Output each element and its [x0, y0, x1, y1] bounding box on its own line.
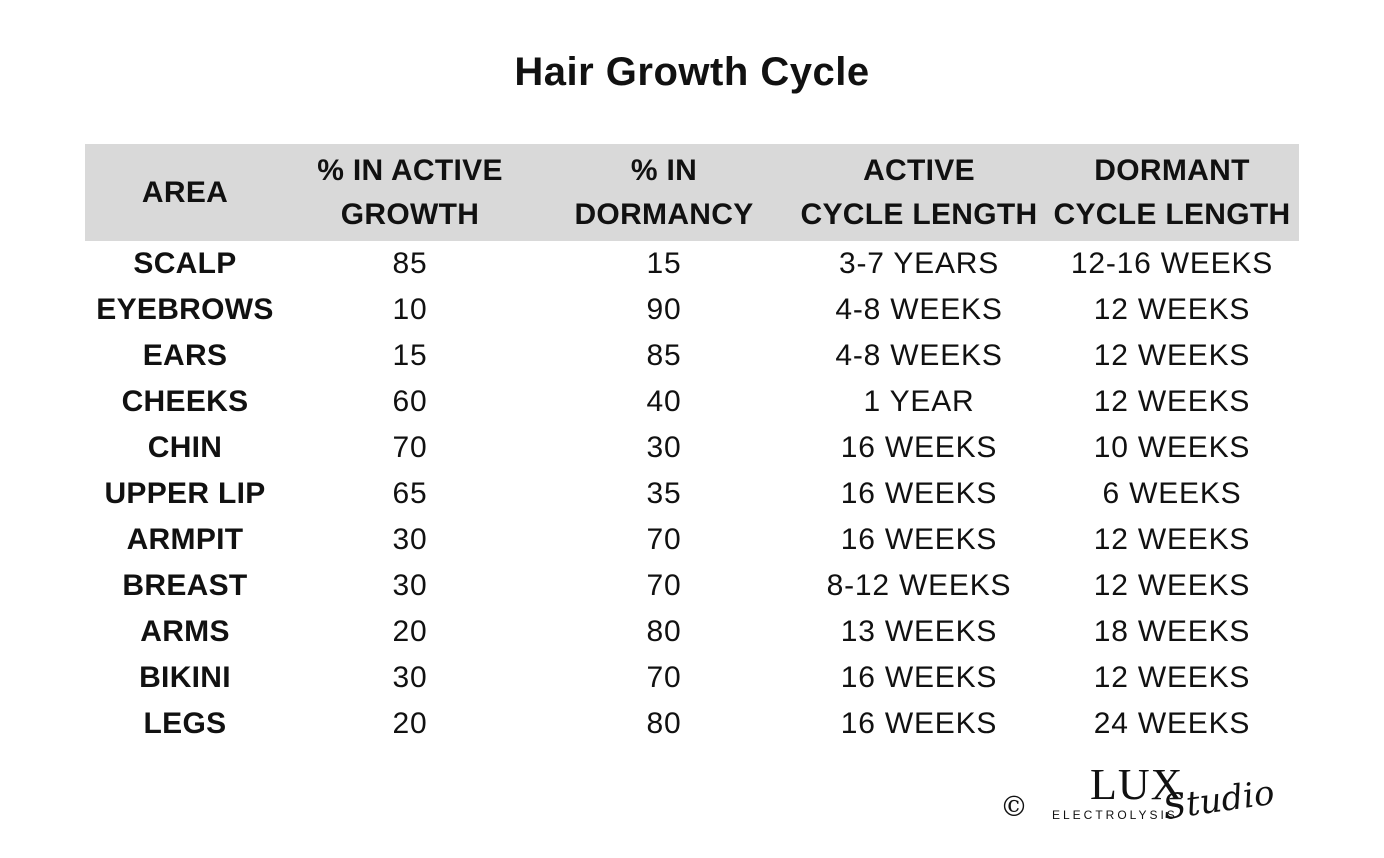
cell-area: LEGS [85, 701, 285, 747]
cell-active-percent: 65 [285, 471, 535, 517]
cell-active-percent: 20 [285, 701, 535, 747]
cell-area: BREAST [85, 563, 285, 609]
cell-area: ARMPIT [85, 517, 285, 563]
column-header-line: % IN ACTIVE [285, 149, 535, 193]
cell-area: BIKINI [85, 655, 285, 701]
cell-active-length: 8-12 WEEKS [793, 563, 1045, 609]
hair-growth-table-container: AREA % IN ACTIVE GROWTH % IN DORMANCY AC… [85, 144, 1299, 747]
cell-active-length: 16 WEEKS [793, 471, 1045, 517]
table-row: SCALP 85 15 3-7 YEARS 12-16 WEEKS [85, 241, 1299, 287]
table-row: CHEEKS 60 40 1 YEAR 12 WEEKS [85, 379, 1299, 425]
column-header-dormancy: % IN DORMANCY [535, 144, 793, 241]
brand-logo-subtitle: ELECTROLYSIS [1052, 808, 1178, 822]
cell-area: EYEBROWS [85, 287, 285, 333]
column-header-line: CYCLE LENGTH [1045, 193, 1299, 237]
table-body: SCALP 85 15 3-7 YEARS 12-16 WEEKS EYEBRO… [85, 241, 1299, 747]
cell-active-percent: 15 [285, 333, 535, 379]
column-header-line: DORMANCY [535, 193, 793, 237]
cell-active-length: 4-8 WEEKS [793, 333, 1045, 379]
cell-active-length: 3-7 YEARS [793, 241, 1045, 287]
cell-area: EARS [85, 333, 285, 379]
cell-active-length: 13 WEEKS [793, 609, 1045, 655]
cell-dormant-length: 12-16 WEEKS [1045, 241, 1299, 287]
cell-area: CHEEKS [85, 379, 285, 425]
cell-dormancy-percent: 90 [535, 287, 793, 333]
table-row: EYEBROWS 10 90 4-8 WEEKS 12 WEEKS [85, 287, 1299, 333]
cell-active-percent: 30 [285, 563, 535, 609]
cell-dormancy-percent: 80 [535, 609, 793, 655]
cell-dormancy-percent: 70 [535, 563, 793, 609]
page-title: Hair Growth Cycle [0, 46, 1384, 98]
cell-active-length: 4-8 WEEKS [793, 287, 1045, 333]
table-row: EARS 15 85 4-8 WEEKS 12 WEEKS [85, 333, 1299, 379]
cell-dormant-length: 6 WEEKS [1045, 471, 1299, 517]
column-header-line: CYCLE LENGTH [793, 193, 1045, 237]
cell-active-length: 16 WEEKS [793, 425, 1045, 471]
cell-active-percent: 20 [285, 609, 535, 655]
cell-dormant-length: 10 WEEKS [1045, 425, 1299, 471]
cell-dormancy-percent: 80 [535, 701, 793, 747]
copyright-icon: © [1000, 792, 1030, 822]
cell-dormancy-percent: 70 [535, 655, 793, 701]
cell-dormant-length: 12 WEEKS [1045, 517, 1299, 563]
cell-dormant-length: 12 WEEKS [1045, 655, 1299, 701]
cell-dormancy-percent: 30 [535, 425, 793, 471]
cell-dormant-length: 12 WEEKS [1045, 563, 1299, 609]
cell-area: UPPER LIP [85, 471, 285, 517]
column-header-line: DORMANT [1045, 149, 1299, 193]
table-row: CHIN 70 30 16 WEEKS 10 WEEKS [85, 425, 1299, 471]
column-header-line: ACTIVE [793, 149, 1045, 193]
table-row: UPPER LIP 65 35 16 WEEKS 6 WEEKS [85, 471, 1299, 517]
table-row: ARMS 20 80 13 WEEKS 18 WEEKS [85, 609, 1299, 655]
cell-dormancy-percent: 85 [535, 333, 793, 379]
table-row: ARMPIT 30 70 16 WEEKS 12 WEEKS [85, 517, 1299, 563]
cell-dormancy-percent: 35 [535, 471, 793, 517]
column-header-dormant-cycle-length: DORMANT CYCLE LENGTH [1045, 144, 1299, 241]
cell-area: ARMS [85, 609, 285, 655]
cell-active-length: 1 YEAR [793, 379, 1045, 425]
cell-active-percent: 60 [285, 379, 535, 425]
column-header-line: % IN [535, 149, 793, 193]
cell-active-percent: 30 [285, 655, 535, 701]
cell-active-percent: 10 [285, 287, 535, 333]
cell-dormancy-percent: 40 [535, 379, 793, 425]
cell-dormant-length: 12 WEEKS [1045, 333, 1299, 379]
table-row: LEGS 20 80 16 WEEKS 24 WEEKS [85, 701, 1299, 747]
brand-footer: © LUX ELECTROLYSIS Studio [1000, 760, 1290, 840]
hair-growth-table: AREA % IN ACTIVE GROWTH % IN DORMANCY AC… [85, 144, 1299, 747]
cell-dormant-length: 18 WEEKS [1045, 609, 1299, 655]
cell-active-percent: 85 [285, 241, 535, 287]
table-header-row: AREA % IN ACTIVE GROWTH % IN DORMANCY AC… [85, 144, 1299, 241]
column-header-line: GROWTH [285, 193, 535, 237]
cell-area: SCALP [85, 241, 285, 287]
cell-active-length: 16 WEEKS [793, 655, 1045, 701]
cell-area: CHIN [85, 425, 285, 471]
cell-dormant-length: 24 WEEKS [1045, 701, 1299, 747]
cell-dormancy-percent: 70 [535, 517, 793, 563]
column-header-area: AREA [85, 144, 285, 241]
cell-dormancy-percent: 15 [535, 241, 793, 287]
column-header-line: AREA [85, 171, 285, 215]
column-header-active-cycle-length: ACTIVE CYCLE LENGTH [793, 144, 1045, 241]
table-row: BREAST 30 70 8-12 WEEKS 12 WEEKS [85, 563, 1299, 609]
cell-dormant-length: 12 WEEKS [1045, 379, 1299, 425]
table-row: BIKINI 30 70 16 WEEKS 12 WEEKS [85, 655, 1299, 701]
cell-active-percent: 30 [285, 517, 535, 563]
cell-active-length: 16 WEEKS [793, 701, 1045, 747]
cell-dormant-length: 12 WEEKS [1045, 287, 1299, 333]
cell-active-percent: 70 [285, 425, 535, 471]
column-header-active-growth: % IN ACTIVE GROWTH [285, 144, 535, 241]
cell-active-length: 16 WEEKS [793, 517, 1045, 563]
